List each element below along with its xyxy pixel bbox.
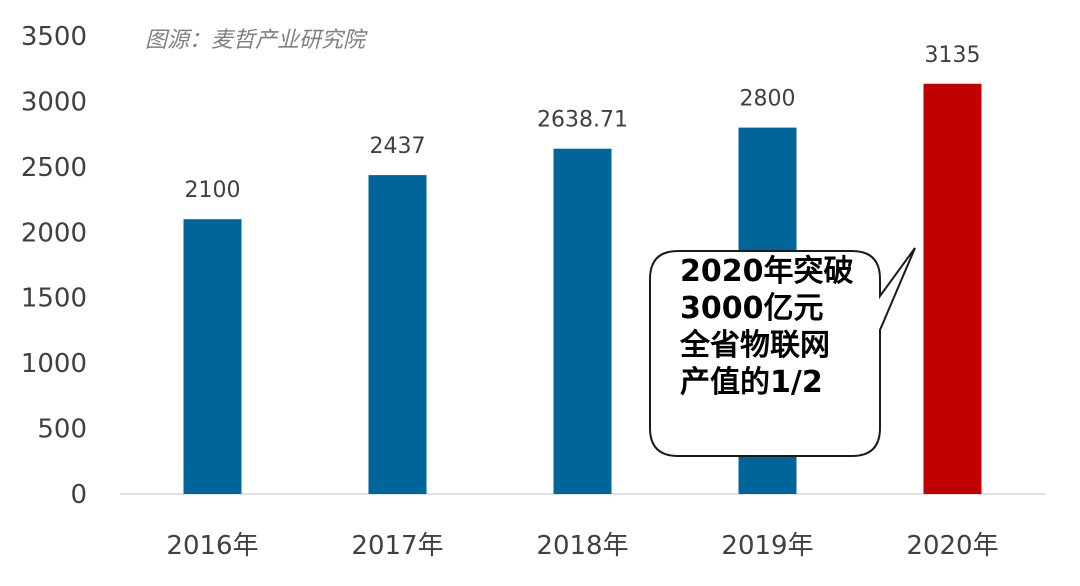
callout-line-3: 全省物联网: [680, 328, 830, 363]
y-tick-label: 0: [70, 480, 87, 510]
y-tick-label: 500: [37, 415, 87, 445]
y-axis: 0 500 1000 1500 2000 2500 3000 3500: [21, 22, 87, 510]
x-axis: 2016年 2017年 2018年 2019年 2020年: [166, 531, 998, 561]
callout-line-2: 3000亿元: [680, 291, 824, 326]
source-note: 图源：麦哲产业研究院: [145, 28, 366, 53]
data-label: 2437: [370, 134, 426, 159]
y-tick-label: 2000: [21, 218, 87, 248]
callout-line-1: 2020年突破: [680, 254, 854, 289]
x-tick-label: 2018年: [536, 531, 628, 561]
bar-4: [923, 83, 982, 495]
callout-bubble: [649, 247, 916, 457]
x-tick-label: 2020年: [906, 531, 998, 561]
y-tick-label: 1500: [21, 284, 87, 314]
y-tick-label: 2500: [21, 153, 87, 183]
data-label: 2638.71: [537, 108, 628, 133]
callout-line-4: 产值的1/2: [680, 365, 823, 400]
callout-text: 2020年突破 3000亿元 全省物联网 产值的1/2: [654, 253, 902, 401]
x-tick-label: 2016年: [166, 531, 258, 561]
bar-1: [368, 175, 427, 494]
bar-0: [183, 219, 242, 494]
x-tick-label: 2017年: [351, 531, 443, 561]
data-label: 2100: [185, 178, 241, 203]
x-tick-label: 2019年: [721, 531, 813, 561]
y-tick-label: 1000: [21, 349, 87, 379]
data-label: 3135: [925, 43, 981, 68]
y-tick-label: 3500: [21, 22, 87, 52]
data-label: 2800: [740, 87, 796, 112]
y-tick-label: 3000: [21, 87, 87, 117]
bar-2: [553, 148, 612, 495]
